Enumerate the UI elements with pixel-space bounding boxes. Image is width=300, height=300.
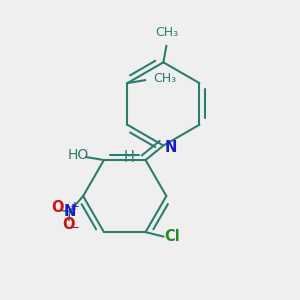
Text: N: N [165, 140, 177, 155]
Text: O: O [62, 217, 74, 232]
Text: CH₃: CH₃ [156, 26, 179, 39]
Text: N: N [64, 204, 76, 219]
Text: HO: HO [67, 148, 88, 162]
Text: O: O [51, 200, 64, 215]
Text: −: − [70, 221, 80, 234]
Text: CH₃: CH₃ [154, 73, 177, 85]
Text: H: H [124, 150, 135, 165]
Text: Cl: Cl [164, 229, 180, 244]
Text: +: + [70, 200, 80, 213]
